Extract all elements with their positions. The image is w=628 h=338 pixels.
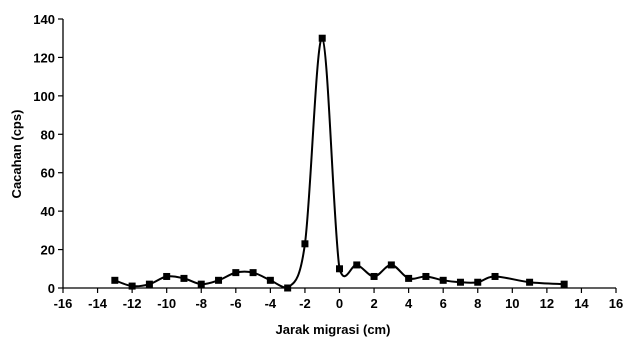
data-point (249, 269, 257, 277)
data-point (284, 284, 292, 292)
data-point (422, 272, 430, 280)
x-tick-label: -8 (195, 296, 207, 311)
x-tick-labels: -16 -14 -12 -10 -8 -6 -4 -2 0 2 4 6 8 10 12 14 16 (54, 296, 624, 311)
data-markers (111, 34, 568, 292)
x-tick-label: 12 (540, 296, 554, 311)
x-tick-label: 8 (474, 296, 481, 311)
axes (58, 18, 617, 293)
x-tick-label: 10 (505, 296, 519, 311)
data-point (197, 280, 205, 288)
x-tick-label: 16 (609, 296, 623, 311)
series-line (114, 37, 565, 290)
data-point (301, 240, 309, 248)
y-axis-label: Cacahan (cps) (9, 110, 24, 199)
x-tick-label: 0 (336, 296, 343, 311)
data-point (439, 276, 447, 284)
data-point (266, 276, 274, 284)
data-point (111, 276, 119, 284)
x-tick-label: -6 (230, 296, 242, 311)
data-point (163, 272, 171, 280)
x-tick-label: 4 (405, 296, 413, 311)
x-tick-label: 6 (440, 296, 447, 311)
data-point (387, 261, 395, 269)
y-tick-label: 60 (41, 166, 55, 181)
y-tick-label: 0 (48, 281, 55, 296)
x-tick-label: -2 (299, 296, 311, 311)
data-point (456, 278, 464, 286)
data-point (128, 282, 136, 290)
y-tick-labels: 0 20 40 60 80 100 120 140 (33, 12, 55, 296)
data-point (491, 272, 499, 280)
data-point (336, 265, 343, 273)
x-tick-label: -12 (123, 296, 142, 311)
y-tick-label: 40 (41, 204, 55, 219)
y-tick-label: 120 (33, 50, 55, 65)
x-axis-label: Jarak migrasi (cm) (276, 322, 391, 337)
x-tick-label: -16 (54, 296, 73, 311)
data-point (180, 274, 188, 282)
data-point (145, 280, 153, 288)
x-tick-label: -4 (265, 296, 277, 311)
x-tick-label: -14 (88, 296, 108, 311)
data-point (370, 272, 378, 280)
y-tick-label: 20 (41, 243, 55, 258)
data-point (560, 280, 568, 288)
y-tick-label: 100 (33, 89, 55, 104)
x-tick-label: -10 (157, 296, 176, 311)
x-tick-label: 2 (370, 296, 377, 311)
data-point (405, 274, 413, 282)
x-tick-label: 14 (574, 296, 589, 311)
data-point (215, 276, 223, 284)
y-tick-label: 140 (33, 12, 55, 27)
data-point (232, 269, 240, 277)
data-point (526, 278, 534, 286)
y-tick-label: 80 (41, 127, 55, 142)
data-point (474, 278, 482, 286)
data-point (353, 261, 361, 269)
data-point (318, 34, 326, 42)
